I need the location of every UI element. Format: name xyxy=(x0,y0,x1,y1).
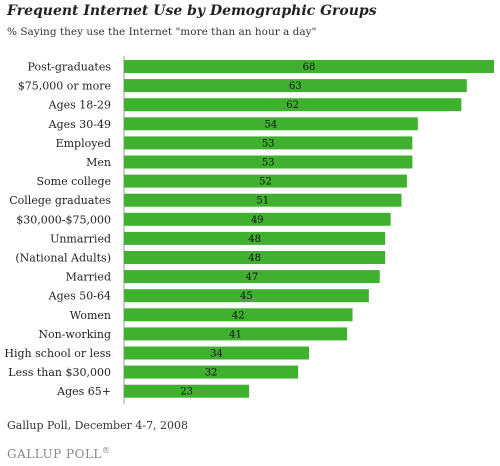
value-label-11: 47 xyxy=(246,272,259,283)
value-label-15: 34 xyxy=(210,349,223,360)
category-label-2: Ages 18-29 xyxy=(48,99,111,112)
value-label-2: 62 xyxy=(286,100,299,111)
category-label-0: Post-graduates xyxy=(28,61,112,74)
value-label-5: 53 xyxy=(262,158,275,169)
logo-registered-mark: ® xyxy=(102,446,111,455)
bars-group: Post-graduates 68 $75,000 or more 63 Ages 18… xyxy=(4,60,494,398)
value-label-13: 42 xyxy=(232,310,245,321)
value-label-17: 23 xyxy=(180,387,193,398)
category-label-11: Married xyxy=(66,271,111,284)
category-label-4: Employed xyxy=(56,137,111,150)
category-label-10: (National Adults) xyxy=(15,252,111,265)
logo-text: GALLUP POLL xyxy=(7,447,102,461)
value-label-8: 49 xyxy=(251,215,264,226)
category-label-12: Ages 50-64 xyxy=(48,290,111,303)
value-label-6: 52 xyxy=(259,177,272,188)
category-label-17: Ages 65+ xyxy=(56,385,111,398)
value-label-12: 45 xyxy=(240,291,253,302)
category-label-1: $75,000 or more xyxy=(18,80,111,93)
category-label-14: Non-working xyxy=(38,328,111,341)
value-label-3: 54 xyxy=(265,119,278,130)
value-label-4: 53 xyxy=(262,138,275,149)
category-label-6: Some college xyxy=(37,175,111,188)
category-label-5: Men xyxy=(86,156,111,169)
category-label-7: College graduates xyxy=(9,194,111,207)
value-label-9: 48 xyxy=(248,234,261,245)
value-label-10: 48 xyxy=(248,253,261,264)
category-label-3: Ages 30-49 xyxy=(48,118,111,131)
category-label-16: Less than $30,000 xyxy=(8,366,111,379)
source-note: Gallup Poll, December 4-7, 2008 xyxy=(7,419,188,432)
category-label-9: Unmarried xyxy=(50,232,111,245)
category-label-8: $30,000-$75,000 xyxy=(16,213,111,226)
category-label-13: Women xyxy=(70,309,111,322)
value-label-14: 41 xyxy=(229,329,242,340)
gallup-logo: GALLUP POLL® xyxy=(7,446,110,461)
category-label-15: High school or less xyxy=(4,347,111,360)
value-label-1: 63 xyxy=(289,81,302,92)
value-label-0: 68 xyxy=(303,62,316,73)
value-label-16: 32 xyxy=(205,368,218,379)
value-label-7: 51 xyxy=(256,196,269,207)
